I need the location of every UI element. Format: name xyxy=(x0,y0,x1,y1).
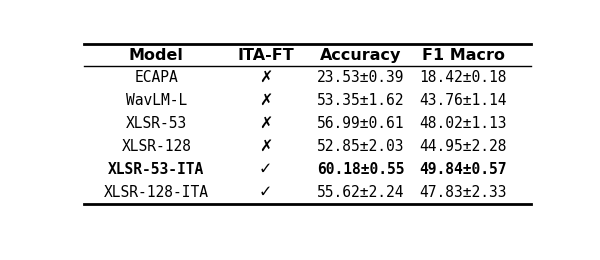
Text: F1 Macro: F1 Macro xyxy=(422,48,505,63)
Text: 49.84±0.57: 49.84±0.57 xyxy=(419,162,507,177)
Text: ✓: ✓ xyxy=(259,185,272,200)
Text: 53.35±1.62: 53.35±1.62 xyxy=(317,93,405,108)
Text: 23.53±0.39: 23.53±0.39 xyxy=(317,70,405,85)
Text: XLSR-128: XLSR-128 xyxy=(121,139,191,154)
Text: WavLM-L: WavLM-L xyxy=(126,93,187,108)
Text: ✓: ✓ xyxy=(259,162,272,177)
Text: 55.62±2.24: 55.62±2.24 xyxy=(317,185,405,200)
Text: 18.42±0.18: 18.42±0.18 xyxy=(419,70,507,85)
Text: 60.18±0.55: 60.18±0.55 xyxy=(317,162,405,177)
Text: ✗: ✗ xyxy=(259,139,272,154)
Text: XLSR-53-ITA: XLSR-53-ITA xyxy=(108,162,205,177)
Text: Accuracy: Accuracy xyxy=(320,48,401,63)
Text: XLSR-53: XLSR-53 xyxy=(126,116,187,131)
Text: 56.99±0.61: 56.99±0.61 xyxy=(317,116,405,131)
Text: 43.76±1.14: 43.76±1.14 xyxy=(419,93,507,108)
Text: 47.83±2.33: 47.83±2.33 xyxy=(419,185,507,200)
Text: 52.85±2.03: 52.85±2.03 xyxy=(317,139,405,154)
Text: 48.02±1.13: 48.02±1.13 xyxy=(419,116,507,131)
Text: 44.95±2.28: 44.95±2.28 xyxy=(419,139,507,154)
Text: ECAPA: ECAPA xyxy=(134,70,178,85)
Text: ✗: ✗ xyxy=(259,93,272,108)
Text: ✗: ✗ xyxy=(259,70,272,85)
Text: ITA-FT: ITA-FT xyxy=(237,48,294,63)
Text: XLSR-128-ITA: XLSR-128-ITA xyxy=(104,185,209,200)
Text: Model: Model xyxy=(129,48,184,63)
Text: ✗: ✗ xyxy=(259,116,272,131)
